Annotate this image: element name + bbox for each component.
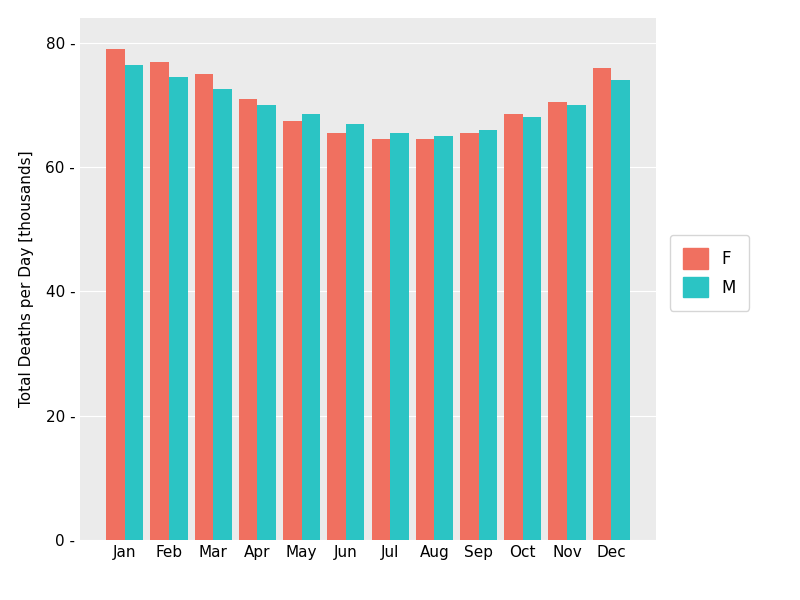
Bar xyxy=(150,62,169,540)
Legend: F, M: F, M xyxy=(670,235,750,311)
Bar xyxy=(169,77,187,540)
Bar xyxy=(390,133,409,540)
Bar xyxy=(504,115,522,540)
Bar xyxy=(125,65,143,540)
Bar xyxy=(478,130,497,540)
Bar xyxy=(460,133,478,540)
Bar xyxy=(194,74,214,540)
Bar xyxy=(258,105,276,540)
Bar xyxy=(239,99,258,540)
Bar xyxy=(371,139,390,540)
Bar xyxy=(302,115,320,540)
Bar xyxy=(327,133,346,540)
Bar xyxy=(522,118,542,540)
Bar xyxy=(346,124,365,540)
Bar xyxy=(593,68,611,540)
Bar xyxy=(214,89,232,540)
Bar xyxy=(106,49,125,540)
Bar xyxy=(283,121,302,540)
Y-axis label: Total Deaths per Day [thousands]: Total Deaths per Day [thousands] xyxy=(19,151,34,407)
Bar xyxy=(611,80,630,540)
Bar xyxy=(549,102,567,540)
Bar xyxy=(416,139,434,540)
Bar xyxy=(567,105,586,540)
Bar xyxy=(434,136,453,540)
